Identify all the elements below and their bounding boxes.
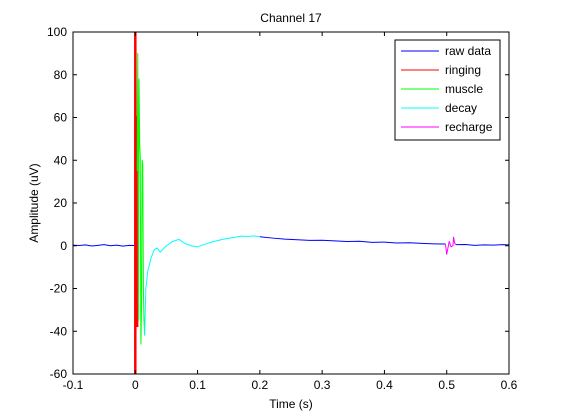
- x-axis: -0.1 0 0.1 0.2 0.3 0.4 0.5 0.6: [63, 32, 518, 392]
- x-tick-label: 0.2: [252, 378, 269, 392]
- x-tick-label: 0: [132, 378, 139, 392]
- y-tick-label: 80: [54, 68, 68, 82]
- x-tick-label: 0.5: [438, 378, 455, 392]
- y-tick-label: -20: [50, 282, 68, 296]
- legend-label: muscle: [445, 82, 483, 96]
- y-tick-label: 60: [54, 111, 68, 125]
- x-tick-label: 0.6: [501, 378, 518, 392]
- legend-label: decay: [445, 101, 477, 115]
- series-layer: [73, 32, 509, 374]
- x-tick-label: 0.4: [376, 378, 393, 392]
- y-tick-label: 0: [60, 239, 67, 253]
- y-axis: -60 -40 -20 0 20 40 60 80 100: [47, 25, 509, 381]
- y-tick-label: 20: [54, 196, 68, 210]
- y-tick-label: 100: [47, 25, 67, 39]
- series-line-ringing: [134, 32, 139, 374]
- chart-title: Channel 17: [260, 11, 322, 25]
- y-axis-label: Amplitude (uV): [27, 163, 41, 242]
- legend: raw data ringing muscle decay recharge: [394, 39, 501, 141]
- x-tick-label: -0.1: [63, 378, 84, 392]
- x-axis-label: Time (s): [269, 397, 313, 411]
- y-tick-label: -60: [50, 367, 68, 381]
- series-line-decay: [144, 235, 260, 336]
- series-line-recharge: [444, 236, 457, 255]
- x-tick-label: 0.1: [189, 378, 206, 392]
- y-tick-label: 40: [54, 153, 68, 167]
- series-line-muscle: [136, 52, 146, 345]
- legend-label: recharge: [445, 120, 493, 134]
- legend-box: [394, 39, 501, 141]
- series-line-raw-data: [456, 243, 509, 246]
- series-line-raw-data: [259, 236, 446, 245]
- y-tick-label: -40: [50, 324, 68, 338]
- x-tick-label: 0.3: [314, 378, 331, 392]
- series-line-raw-data: [73, 244, 135, 247]
- legend-label: ringing: [445, 63, 481, 77]
- legend-label: raw data: [445, 44, 491, 58]
